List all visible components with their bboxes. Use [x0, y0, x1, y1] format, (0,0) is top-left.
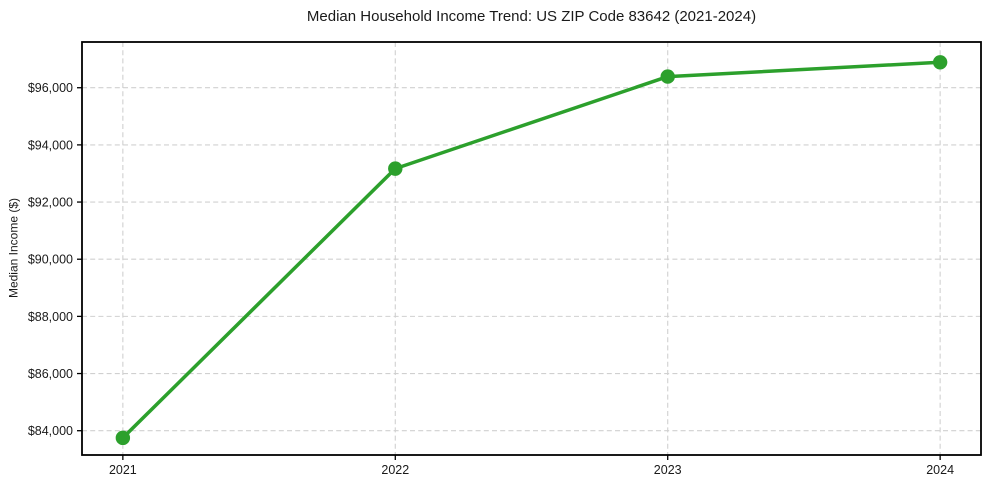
y-tick-label: $84,000: [28, 424, 73, 438]
chart-title: Median Household Income Trend: US ZIP Co…: [306, 8, 757, 25]
data-point-2022: [388, 161, 403, 176]
y-tick-label: $96,000: [28, 81, 73, 95]
y-tick-label: $86,000: [28, 367, 73, 381]
data-point-2023: [660, 69, 675, 84]
axes-box: [81, 41, 982, 456]
y-tick-label: $90,000: [28, 253, 73, 267]
data-point-2024: [932, 55, 948, 70]
y-tick-label: $92,000: [28, 196, 73, 210]
trend-line: [121, 60, 942, 440]
y-tick-label: $88,000: [28, 310, 73, 324]
data-point-2021: [115, 430, 131, 446]
y-tick-label: $94,000: [28, 138, 73, 152]
x-tick-label: 2023: [654, 463, 682, 477]
x-tick-label: 2022: [381, 463, 409, 477]
x-tick-label: 2021: [109, 463, 137, 477]
x-tick-label: 2024: [926, 463, 954, 477]
